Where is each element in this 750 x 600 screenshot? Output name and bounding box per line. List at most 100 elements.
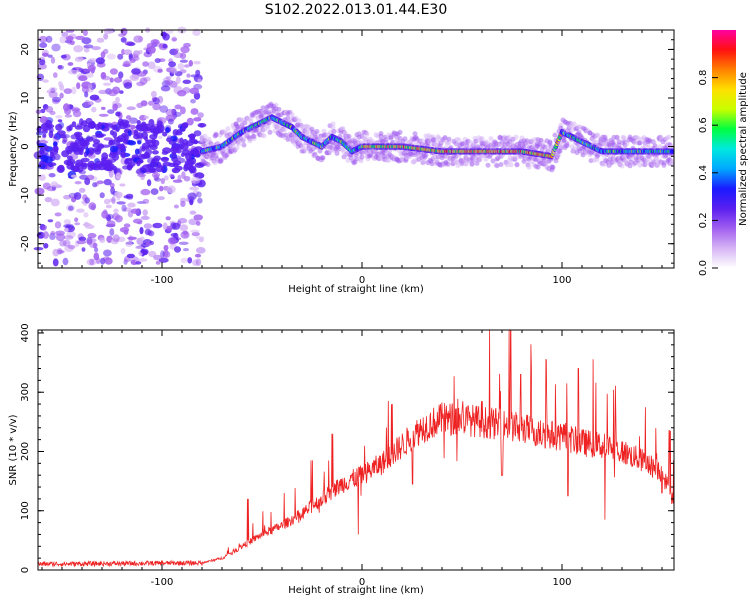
spectrogram-cell	[119, 90, 124, 94]
spectrogram-cell	[184, 64, 190, 68]
snr-series-line	[37, 329, 675, 568]
spectrogram-cell	[165, 108, 176, 117]
spectrogram-cell	[71, 86, 77, 95]
spectrogram-cell	[202, 133, 208, 139]
spectrogram-cell	[412, 131, 418, 137]
spectrogram-cell	[74, 56, 84, 62]
spectrogram-cell	[41, 226, 47, 231]
spectrogram-cell	[101, 75, 111, 81]
spectrogram-cell	[647, 157, 653, 163]
spectrogram-cell	[143, 223, 153, 230]
spectrogram-cell	[96, 37, 105, 43]
spectrogram-cell	[173, 52, 184, 59]
spectrogram-cell	[143, 115, 149, 119]
spectrogram-cell	[490, 158, 496, 164]
spectrogram-cell	[181, 122, 188, 129]
spectrogram-cell	[34, 187, 45, 195]
colorbar-label: Normalized spectral amplitude	[738, 72, 749, 226]
spectrogram-cell	[195, 258, 202, 266]
spectrogram-cell	[66, 230, 76, 238]
spectrogram-cell	[179, 52, 187, 60]
snr-x-label: Height of straight line (km)	[288, 585, 424, 596]
spectrogram-cell	[460, 141, 466, 147]
spectrogram-cell	[112, 213, 120, 221]
spectrogram-cell	[120, 151, 127, 159]
spectrogram-cell	[174, 48, 180, 53]
spectrogram-cell	[136, 123, 146, 132]
spectrogram-cell	[89, 258, 95, 266]
spectrogram-cell	[526, 164, 532, 170]
spectrogram-cell	[402, 136, 408, 142]
spectrogram-cell	[123, 82, 133, 89]
spectrogram-cell	[109, 228, 115, 236]
spectrogram-cell	[166, 137, 172, 142]
colorbar-ticks: 0.0 0.2 0.4 0.6 0.8	[698, 70, 718, 276]
spectrogram-cell	[166, 67, 176, 73]
spectrogram-cell	[45, 35, 53, 43]
spectrogram-cell	[63, 88, 73, 94]
spectrogram-cell	[421, 158, 427, 164]
spectrogram-y-tick-label: -10	[20, 187, 31, 203]
spectrogram-cell	[188, 60, 193, 67]
spectrogram-cell	[112, 234, 120, 243]
spectrogram-cell	[55, 230, 65, 236]
spectrogram-cell	[273, 102, 279, 108]
spectrogram-cell	[78, 75, 88, 82]
spectrogram-cell	[50, 230, 56, 236]
spectrogram-cell	[57, 65, 64, 70]
spectrogram-cell	[42, 133, 47, 138]
spectrogram-cell	[92, 242, 97, 249]
spectrogram-cell	[89, 242, 98, 249]
spectrogram-cell	[109, 139, 116, 145]
spectrogram-cell	[172, 179, 183, 183]
spectrogram-cell	[84, 100, 90, 106]
spectrogram-cell	[74, 217, 79, 222]
snr-y-tick-label: 400	[20, 323, 31, 342]
spectrogram-cell	[174, 71, 183, 77]
spectrogram-cell	[242, 120, 248, 126]
spectrogram-cell	[157, 68, 163, 73]
spectrogram-cell	[172, 129, 179, 136]
spectrogram-cell	[317, 148, 323, 154]
spectrogram-cell	[189, 87, 200, 95]
spectrogram-cell	[152, 222, 163, 229]
spectrogram-cell	[62, 257, 69, 266]
spectrogram-cell	[93, 139, 100, 144]
spectrogram-cell	[469, 161, 475, 167]
spectrogram-cell	[148, 119, 155, 127]
spectrogram-cell	[135, 246, 144, 250]
spectrogram-cell	[85, 72, 94, 78]
spectrogram-cell	[73, 45, 84, 53]
spectrogram-cell	[555, 153, 561, 159]
spectrogram-cell	[88, 84, 93, 90]
spectrogram-cell	[225, 126, 231, 132]
spectrogram-cell	[137, 258, 148, 262]
spectrogram-cell	[154, 58, 161, 64]
spectrogram-cell	[81, 120, 88, 127]
spectrogram-cell	[181, 139, 189, 146]
figure-title: S102.2022.013.01.44.E30	[265, 2, 448, 18]
spectrogram-cell	[171, 167, 181, 174]
spectrogram-cell	[195, 220, 201, 226]
spectrogram-cell	[183, 175, 191, 182]
spectrogram-cell	[123, 61, 130, 68]
snr-y-tick-label: 0	[20, 567, 31, 573]
spectrogram-cell	[152, 102, 161, 111]
spectrogram-cell	[53, 141, 58, 147]
spectrogram-cell	[182, 87, 191, 94]
spectrogram-cell	[388, 135, 394, 141]
spectrogram-cell	[275, 124, 281, 129]
spectrogram-cell	[120, 146, 126, 152]
spectrogram-cell	[180, 46, 190, 54]
spectrogram-cell	[571, 121, 577, 127]
spectrogram-cell	[91, 106, 97, 113]
spectrogram-cell	[87, 232, 97, 239]
spectrogram-cell	[99, 237, 106, 244]
spectrogram-cell	[73, 148, 82, 155]
spectrogram-cell	[103, 178, 112, 186]
spectrogram-cell	[128, 117, 138, 124]
spectrogram-cell	[455, 163, 461, 168]
spectrogram-cell	[91, 46, 101, 51]
